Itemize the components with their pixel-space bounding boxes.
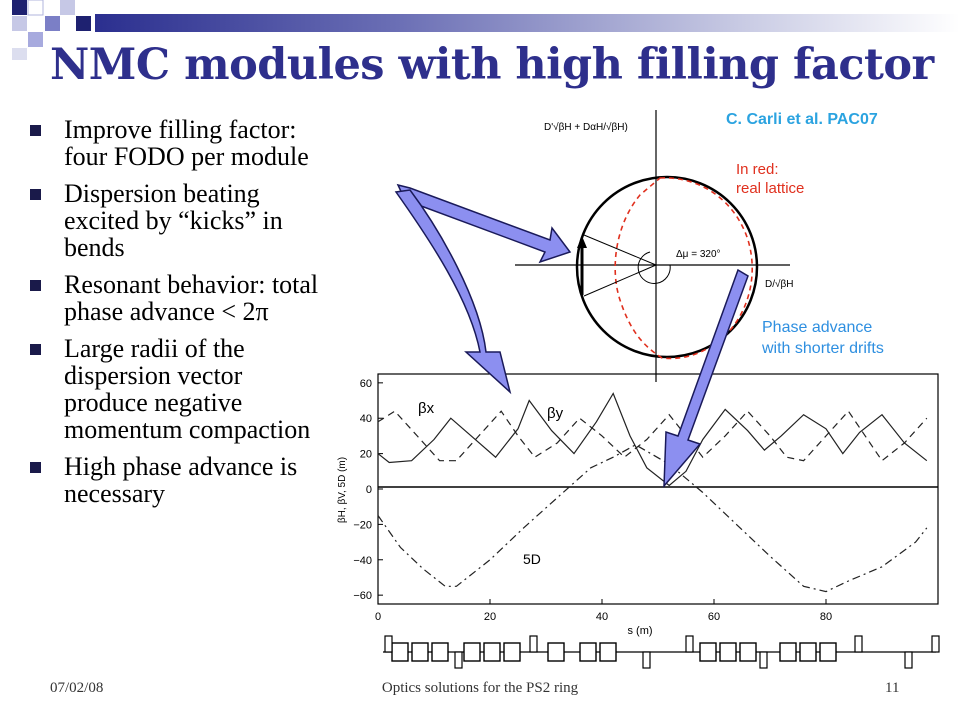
- dipole-magnet: [779, 642, 797, 662]
- quadrupole-magnet: [642, 651, 651, 669]
- highlight-arrows: [394, 183, 749, 489]
- footer-title: Optics solutions for the PS2 ring: [381, 680, 579, 696]
- circle-x-axis-label: D/√βH: [765, 278, 793, 290]
- phase-line-1: [583, 234, 657, 266]
- x-tick-label: 0: [375, 611, 381, 623]
- bullet-item: Large radii of the dispersion vector pro…: [30, 335, 330, 443]
- footer-page-number: 11: [885, 680, 900, 696]
- ideal-circle: [575, 175, 759, 359]
- bullet-square-icon: [30, 462, 41, 473]
- footer-date: 07/02/08: [50, 680, 104, 696]
- quadrupole-magnet: [454, 651, 463, 669]
- slide-title: NMC modules with high filling factor: [50, 40, 934, 90]
- real-lattice-note-line1: In red:: [736, 161, 779, 178]
- circle-y-axis-label: D'√βH + DαH/√βH): [544, 121, 628, 133]
- series-label-beta-x: βx: [418, 400, 435, 417]
- series-label-5d: 5D: [523, 551, 541, 567]
- plot-y-axis-label: βH, βV, 5D (m): [337, 457, 348, 523]
- bullet-list: Improve filling factor: four FODO per mo…: [30, 116, 330, 517]
- bullet-square-icon: [30, 189, 41, 200]
- y-tick-label: 20: [360, 449, 372, 461]
- dipole-magnet: [579, 642, 597, 662]
- quadrupole-magnet: [529, 635, 538, 653]
- quadrupole-magnet: [931, 635, 940, 653]
- dipole-magnet: [431, 642, 449, 662]
- real-lattice-note-line2: real lattice: [736, 180, 805, 197]
- bullet-text: Resonant behavior: total phase advance <…: [64, 270, 319, 326]
- dipole-magnet: [819, 642, 837, 662]
- bullet-text: Large radii of the dispersion vector pro…: [64, 334, 311, 444]
- y-tick-label: −60: [353, 590, 372, 602]
- bullet-text: Dispersion beating excited by “kicks” in…: [64, 179, 283, 262]
- arrow-to-circle: [396, 183, 572, 264]
- series-line-beta-y: [377, 410, 928, 462]
- arrow-to-plot-right: [663, 268, 749, 489]
- quadrupole-magnet: [759, 651, 768, 669]
- bullet-square-icon: [30, 344, 41, 355]
- dispersion-circle-diagram: D'√βH + DαH/√βH) D/√βH Δμ = 320°: [515, 110, 793, 382]
- x-tick-label: 20: [484, 611, 496, 623]
- dipole-magnet: [699, 642, 717, 662]
- title-bar-gradient: [95, 14, 960, 32]
- x-tick-label: 40: [596, 611, 608, 623]
- series-line-5d: [377, 444, 928, 593]
- dipole-magnet: [719, 642, 737, 662]
- plot-frame: [377, 373, 939, 605]
- lattice-element-strip: [383, 635, 940, 669]
- corner-squares-decoration: [12, 0, 91, 60]
- quadrupole-magnet: [904, 651, 913, 669]
- y-tick-label: 0: [366, 484, 372, 496]
- dipole-magnet: [739, 642, 757, 662]
- bullet-square-icon: [30, 280, 41, 291]
- arrow-to-plot-left: [394, 189, 512, 395]
- dipole-magnet: [483, 642, 501, 662]
- quadrupole-magnet: [685, 635, 694, 653]
- dipole-magnet: [411, 642, 429, 662]
- bullet-square-icon: [30, 125, 41, 136]
- real-lattice-note: In red: real lattice: [736, 160, 804, 198]
- y-tick-label: 40: [360, 413, 372, 425]
- quadrupole-magnet: [384, 635, 393, 653]
- phase-advance-label: Δμ = 320°: [676, 249, 721, 260]
- dipole-magnet: [503, 642, 521, 662]
- beta-dispersion-plot: 60 40 20 0 −20 −40 −60 0 20 40 60 80 βH, βV, 5D (m…: [337, 373, 939, 637]
- x-tick-label: 80: [820, 611, 832, 623]
- phase-advance-note-line1: Phase advance: [762, 319, 873, 336]
- plot-x-axis-label: s (m): [627, 625, 652, 637]
- x-tick-label: 60: [708, 611, 720, 623]
- bullet-item: Dispersion beating excited by “kicks” in…: [30, 180, 330, 261]
- dipole-magnet: [799, 642, 817, 662]
- y-tick-label: −40: [353, 555, 372, 567]
- phase-line-2: [583, 264, 657, 297]
- dipole-magnet: [391, 642, 409, 662]
- quadrupole-magnet: [854, 635, 863, 653]
- bullet-text: Improve filling factor: four FODO per mo…: [64, 115, 309, 171]
- dipole-magnet: [547, 642, 565, 662]
- dipole-magnet: [599, 642, 617, 662]
- credit-text: C. Carli et al. PAC07: [726, 111, 878, 128]
- y-tick-label: 60: [360, 378, 372, 390]
- dipole-magnet: [463, 642, 481, 662]
- bullet-item: Resonant behavior: total phase advance <…: [30, 271, 330, 325]
- bullet-item: High phase advance is necessary: [30, 453, 330, 507]
- series-label-beta-y: βy: [547, 405, 564, 422]
- y-tick-label: −20: [353, 519, 372, 531]
- phase-advance-note-line2: with shorter drifts: [762, 340, 884, 357]
- bullet-item: Improve filling factor: four FODO per mo…: [30, 116, 330, 170]
- real-lattice-curve: [614, 177, 753, 360]
- series-line-beta-x: [377, 392, 928, 487]
- angle-arc: [637, 251, 671, 284]
- bullet-text: High phase advance is necessary: [64, 452, 298, 508]
- phase-advance-note: Phase advance with shorter drifts: [762, 317, 884, 359]
